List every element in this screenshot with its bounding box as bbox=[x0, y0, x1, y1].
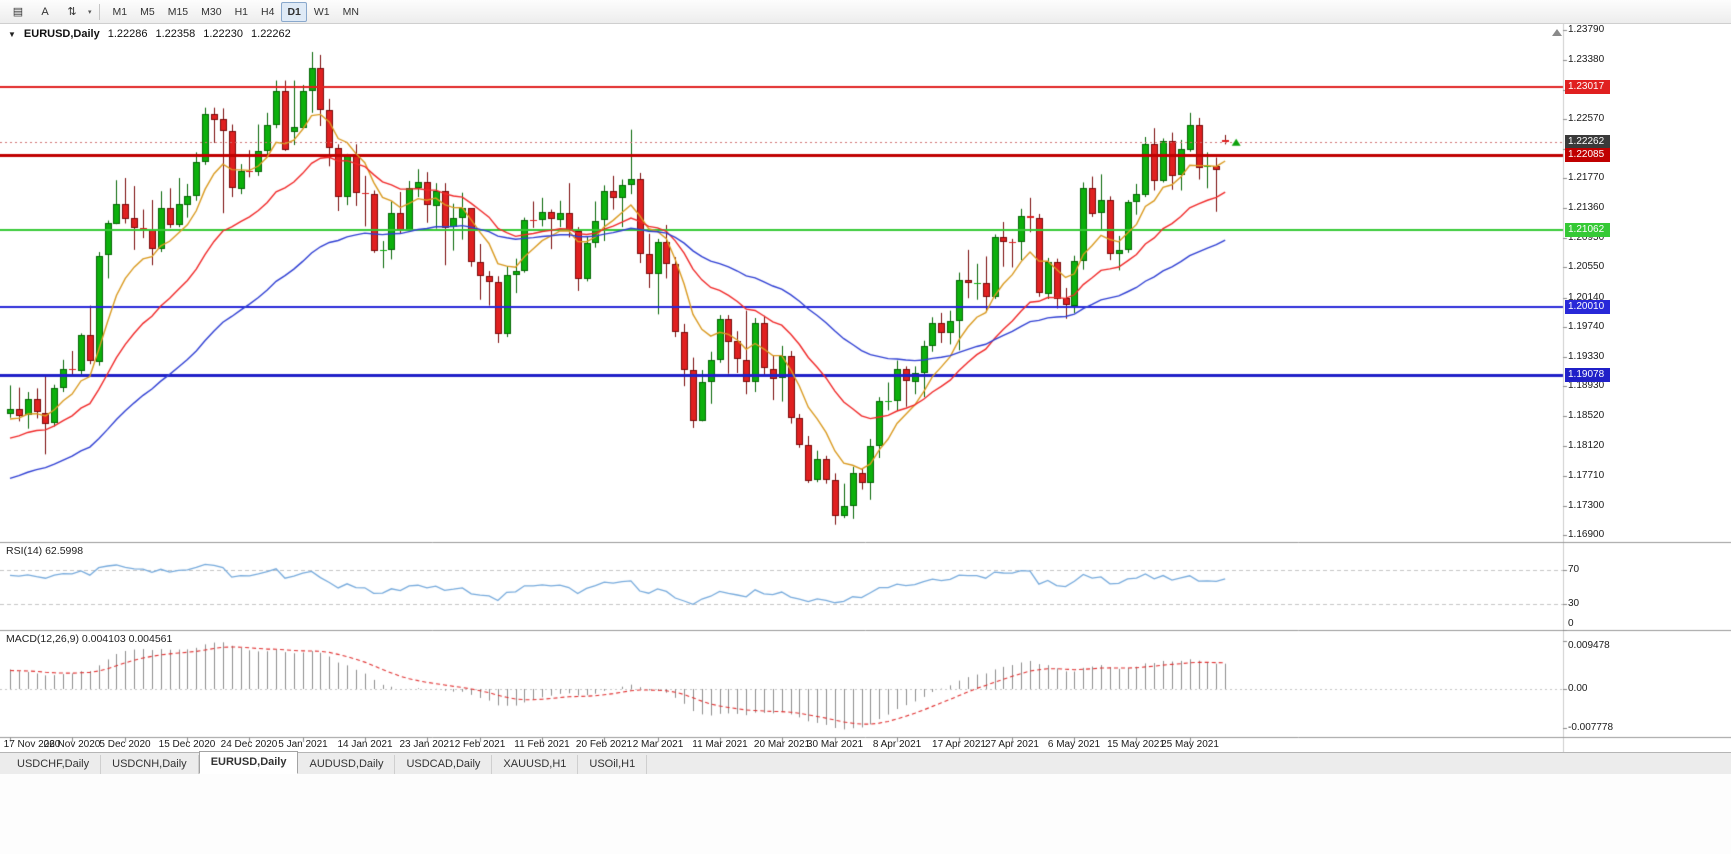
macd-title: MACD(12,26,9) 0.004103 0.004561 bbox=[6, 633, 173, 645]
price-axis-label: 1.20550 bbox=[1568, 261, 1605, 272]
dropdown-caret-icon[interactable]: ▾ bbox=[88, 8, 92, 16]
date-axis-label: 15 Dec 2020 bbox=[158, 739, 216, 750]
date-axis-label: 25 May 2021 bbox=[1161, 739, 1219, 750]
tab-audusd-daily[interactable]: AUDUSD,Daily bbox=[298, 755, 396, 774]
timeframe-d1[interactable]: D1 bbox=[281, 1, 307, 22]
hline-price-box: 1.20010 bbox=[1565, 300, 1610, 314]
timeframe-h1[interactable]: H1 bbox=[234, 5, 249, 18]
tab-usdcad-daily[interactable]: USDCAD,Daily bbox=[395, 755, 493, 774]
price-axis-label: 1.21770 bbox=[1568, 172, 1605, 183]
rsi-axis-label: 0 bbox=[1568, 618, 1574, 629]
ohlc-close: 1.22262 bbox=[251, 28, 291, 40]
tab-eurusd-daily[interactable]: EURUSD,Daily bbox=[198, 751, 299, 774]
date-axis-label: 26 Nov 2020 bbox=[43, 739, 101, 750]
macd-axis-label: 0.009478 bbox=[1568, 640, 1610, 651]
date-axis-label: 20 Feb 2021 bbox=[575, 739, 633, 750]
macd-axis-label: -0.007778 bbox=[1568, 722, 1614, 733]
chart-canvas[interactable] bbox=[0, 24, 1731, 752]
auto-scroll-marker-icon[interactable] bbox=[1552, 29, 1562, 36]
price-axis-label: 1.20950 bbox=[1568, 232, 1605, 243]
ohlc-open: 1.22286 bbox=[107, 28, 148, 40]
date-axis-label: 15 May 2021 bbox=[1107, 739, 1165, 750]
date-axis-label: 5 Dec 2020 bbox=[99, 739, 151, 750]
timeframe-w1[interactable]: W1 bbox=[313, 5, 330, 18]
price-axis-label: 1.19330 bbox=[1568, 351, 1605, 362]
price-axis-label: 1.16900 bbox=[1568, 529, 1605, 540]
timeframe-mn[interactable]: MN bbox=[342, 5, 359, 18]
macd-axis-label: 0.00 bbox=[1568, 683, 1588, 694]
hline-price-box: 1.23017 bbox=[1565, 80, 1610, 94]
date-axis-label: 11 Feb 2021 bbox=[514, 739, 570, 750]
timeframe-m1[interactable]: M1 bbox=[112, 5, 128, 18]
rsi-axis-label: 30 bbox=[1568, 598, 1580, 609]
date-axis-label: 11 Mar 2021 bbox=[692, 739, 748, 750]
date-axis-label: 17 Nov 2020 bbox=[3, 739, 61, 750]
timeframe-m30[interactable]: M30 bbox=[201, 5, 222, 18]
tab-xauusd-h1[interactable]: XAUUSD,H1 bbox=[492, 755, 579, 774]
rsi-title: RSI(14) 62.5998 bbox=[6, 545, 84, 557]
date-axis-label: 24 Dec 2020 bbox=[220, 739, 278, 750]
date-axis-label: 30 Mar 2021 bbox=[806, 739, 864, 750]
date-axis-label: 17 Apr 2021 bbox=[932, 739, 986, 750]
chart-title: ▼ EURUSD,Daily 1.22286 1.22358 1.22230 1… bbox=[8, 28, 291, 40]
timeframe-h4[interactable]: H4 bbox=[261, 5, 275, 18]
timeframe-m5[interactable]: M5 bbox=[140, 5, 155, 18]
date-axis-label: 5 Jan 2021 bbox=[278, 739, 328, 750]
date-axis-label: 23 Jan 2021 bbox=[399, 739, 455, 750]
date-axis-label: 8 Apr 2021 bbox=[872, 739, 922, 750]
ohlc-low: 1.22230 bbox=[203, 28, 244, 40]
date-axis-label: 2 Mar 2021 bbox=[632, 739, 684, 750]
tab-usdcnh-daily[interactable]: USDCNH,Daily bbox=[101, 755, 199, 774]
price-axis-label: 1.18120 bbox=[1568, 440, 1605, 451]
price-axis-label: 1.18930 bbox=[1568, 380, 1605, 391]
tab-list: USDCHF,Daily USDCNH,Daily EURUSD,Daily AUDU… bbox=[6, 751, 648, 774]
price-axis-label: 1.23380 bbox=[1568, 54, 1605, 65]
tab-usdchf-daily[interactable]: USDCHF,Daily bbox=[6, 755, 102, 774]
bottom-empty-space bbox=[0, 774, 1731, 854]
hline-price-box: 1.19078 bbox=[1565, 368, 1610, 382]
date-axis-label: 20 Mar 2021 bbox=[753, 739, 811, 750]
toolbar-icon-group: ▤ A ⇅ bbox=[5, 2, 85, 22]
tab-usoil-h1[interactable]: USOil,H1 bbox=[578, 755, 648, 774]
tab-bar: USDCHF,Daily USDCNH,Daily EURUSD,Daily AUDU… bbox=[0, 751, 1731, 774]
date-axis-label: 27 Apr 2021 bbox=[985, 739, 1039, 750]
price-axis-label: 1.18520 bbox=[1568, 410, 1605, 421]
tile-windows-icon[interactable]: ▤ bbox=[12, 6, 24, 18]
price-axis-label: 1.21360 bbox=[1568, 202, 1605, 213]
date-axis-label: 2 Feb 2021 bbox=[454, 739, 506, 750]
symbol-dropdown-caret-icon[interactable]: ▼ bbox=[8, 29, 16, 39]
hline-price-box: 1.22085 bbox=[1565, 148, 1610, 162]
current-price-box: 1.22262 bbox=[1565, 135, 1610, 149]
rsi-axis-label: 70 bbox=[1568, 564, 1580, 575]
price-axis-label: 1.19740 bbox=[1568, 321, 1605, 332]
toolbar-divider bbox=[98, 3, 100, 20]
price-axis-label: 1.23790 bbox=[1568, 24, 1605, 35]
date-axis-label: 6 May 2021 bbox=[1047, 739, 1101, 750]
price-axis-label: 1.17300 bbox=[1568, 500, 1605, 511]
chart-stage: ▼ EURUSD,Daily 1.22286 1.22358 1.22230 1… bbox=[0, 24, 1731, 752]
price-axis-label: 1.22570 bbox=[1568, 113, 1605, 124]
price-axis-label: 1.20140 bbox=[1568, 292, 1605, 303]
chart-symbol-label: EURUSD,Daily bbox=[23, 28, 100, 40]
toolbar: ▤ A ⇅ ▾ M1 M5 M15 M30 H1 H4 D1 W1 MN bbox=[0, 0, 1731, 24]
timeframe-group: M1 M5 M15 M30 H1 H4 D1 W1 MN bbox=[107, 1, 365, 22]
hline-price-box: 1.21062 bbox=[1565, 223, 1610, 237]
text-label-tool-icon[interactable]: A bbox=[41, 5, 49, 18]
price-axis-label: 1.17710 bbox=[1568, 470, 1605, 481]
timeframe-m15[interactable]: M15 bbox=[167, 5, 189, 18]
arrange-icon[interactable]: ⇅ bbox=[67, 6, 77, 18]
ohlc-high: 1.22358 bbox=[155, 28, 196, 40]
date-axis-label: 14 Jan 2021 bbox=[337, 739, 393, 750]
